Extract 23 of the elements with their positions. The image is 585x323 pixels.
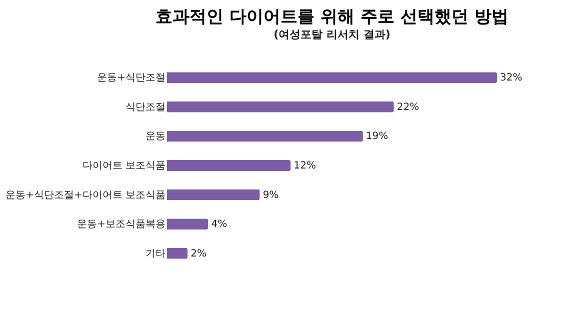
chart-title: 효과적인 다이어트를 위해 주로 선택했던 방법 <box>156 7 508 27</box>
data-label: 32% <box>500 72 522 84</box>
y-tick-label: 운동+식단조절 <box>97 72 166 84</box>
bar <box>167 160 291 171</box>
bar <box>167 101 394 112</box>
y-tick-label: 다이어트 보조식품 <box>82 160 166 172</box>
data-label: 4% <box>211 219 228 230</box>
data-label: 2% <box>190 248 206 260</box>
data-label: 9% <box>262 190 279 201</box>
data-label: 12% <box>294 160 316 172</box>
chart-subtitle: (여성포탈 리서치 결과) <box>274 28 390 41</box>
y-tick-label: 운동 <box>146 131 166 142</box>
bar <box>167 248 188 259</box>
bar <box>167 189 260 200</box>
data-label: 19% <box>366 131 388 142</box>
y-tick-label: 기타 <box>146 248 166 260</box>
y-tick-label: 운동+식단조절+다이어트 보조식품 <box>6 190 166 201</box>
bar <box>167 218 208 230</box>
bar <box>167 72 497 84</box>
bar <box>167 130 363 142</box>
y-tick-label: 운동+보조식품복용 <box>77 219 166 230</box>
data-label: 22% <box>396 102 420 113</box>
y-tick-label: 식단조절 <box>126 102 166 113</box>
